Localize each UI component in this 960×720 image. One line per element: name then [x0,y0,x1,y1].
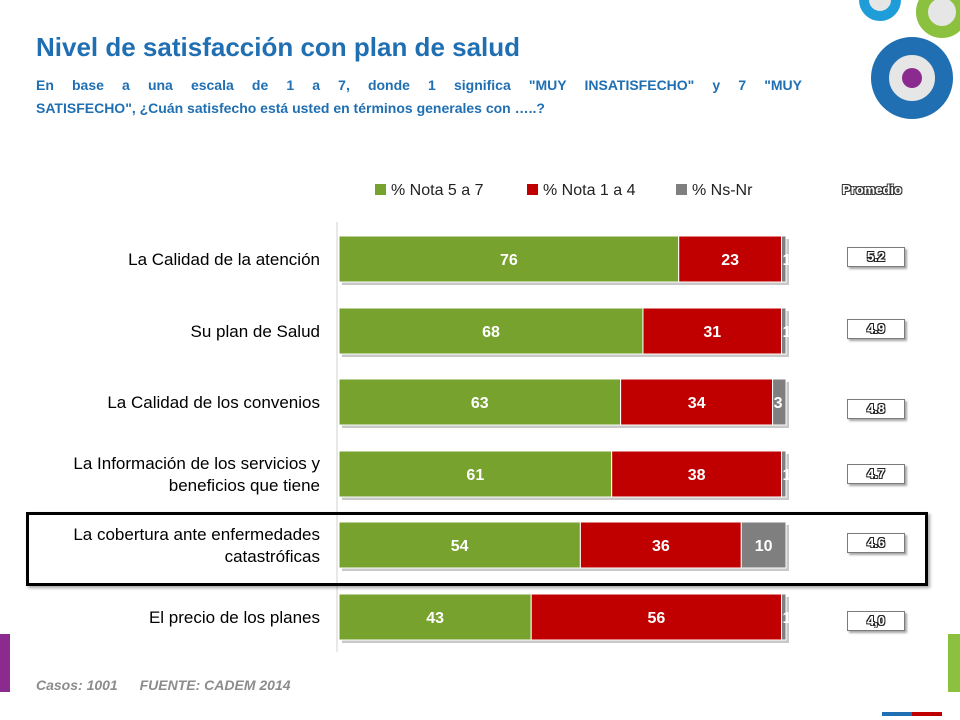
data-label: 10 [755,538,773,555]
data-label: 76 [500,252,518,269]
data-label: 68 [482,324,500,341]
category-label: Su plan de Salud [191,322,321,341]
bar-segment [740,521,787,569]
legend-label: % Nota 1 a 4 [543,182,636,199]
bar-segment [611,450,783,498]
legend-item: % Ns-Nr [676,182,753,199]
averages-header: Promedio [842,182,902,197]
bar-segment [781,235,787,283]
category-label: La cobertura ante enfermedades catastrófi… [73,525,320,566]
data-label: 1 [783,324,792,341]
bar-segment [781,450,787,498]
footer: Casos: 1001 FUENTE: CADEM 2014 [36,677,291,693]
data-label: 3 [774,395,783,412]
legend-label: % Nota 5 a 7 [391,182,484,199]
average-value: 4,0 [847,611,905,631]
data-label: 54 [451,538,469,555]
legend-swatch [527,184,538,195]
data-label: 1 [783,467,792,484]
source-note: FUENTE: CADEM 2014 [139,677,291,693]
legend-swatch [375,184,386,195]
data-label: 56 [647,610,665,627]
bar-segment [338,378,622,426]
data-label: 36 [652,538,670,555]
data-label: 31 [703,324,721,341]
category-label: El precio de los planes [149,608,320,627]
legend-label: % Ns-Nr [692,182,753,199]
bar-segment [678,235,783,283]
category-label: La Calidad de la atención [128,250,320,269]
bar-segment [772,378,787,426]
page-title: Nivel de satisfacción con plan de salud [36,32,521,62]
data-label: 61 [466,467,484,484]
average-value: 4.9 [847,319,905,339]
bar-segment [620,378,774,426]
bar-segment [781,593,787,641]
bar-segment [530,593,783,641]
data-label: 23 [721,252,739,269]
question-text-line-1: En base a una escala de 1 a 7, donde 1 s… [36,77,802,93]
data-label: 38 [688,467,706,484]
bar-segment [579,521,742,569]
data-label: 1 [783,252,792,269]
bar-segment [338,450,613,498]
question-text: En base a una escala de 1 a 7, donde 1 s… [36,74,802,120]
bar-segment [642,307,783,355]
question-text-line-2: SATISFECHO", ¿Cuán satisfecho está usted… [36,100,545,116]
average-value: 4.7 [847,464,905,484]
average-value: 5.2 [847,247,905,267]
category-label: La Calidad de los convenios [107,393,320,412]
legend-item: % Nota 1 a 4 [527,182,636,199]
data-label: 43 [426,610,444,627]
data-label: 63 [471,395,489,412]
bar-segment [338,235,680,283]
average-value: 4.6 [847,533,905,553]
highlight-box [26,512,928,586]
sample-size: Casos: 1001 [36,677,118,693]
legend-item: % Nota 5 a 7 [375,182,484,199]
legend-swatch [676,184,687,195]
category-label: La Información de los servicios y benefic… [73,454,320,495]
data-label: 1 [783,610,792,627]
bar-segment [781,307,787,355]
data-label: 34 [688,395,706,412]
average-value: 4.8 [847,399,905,419]
